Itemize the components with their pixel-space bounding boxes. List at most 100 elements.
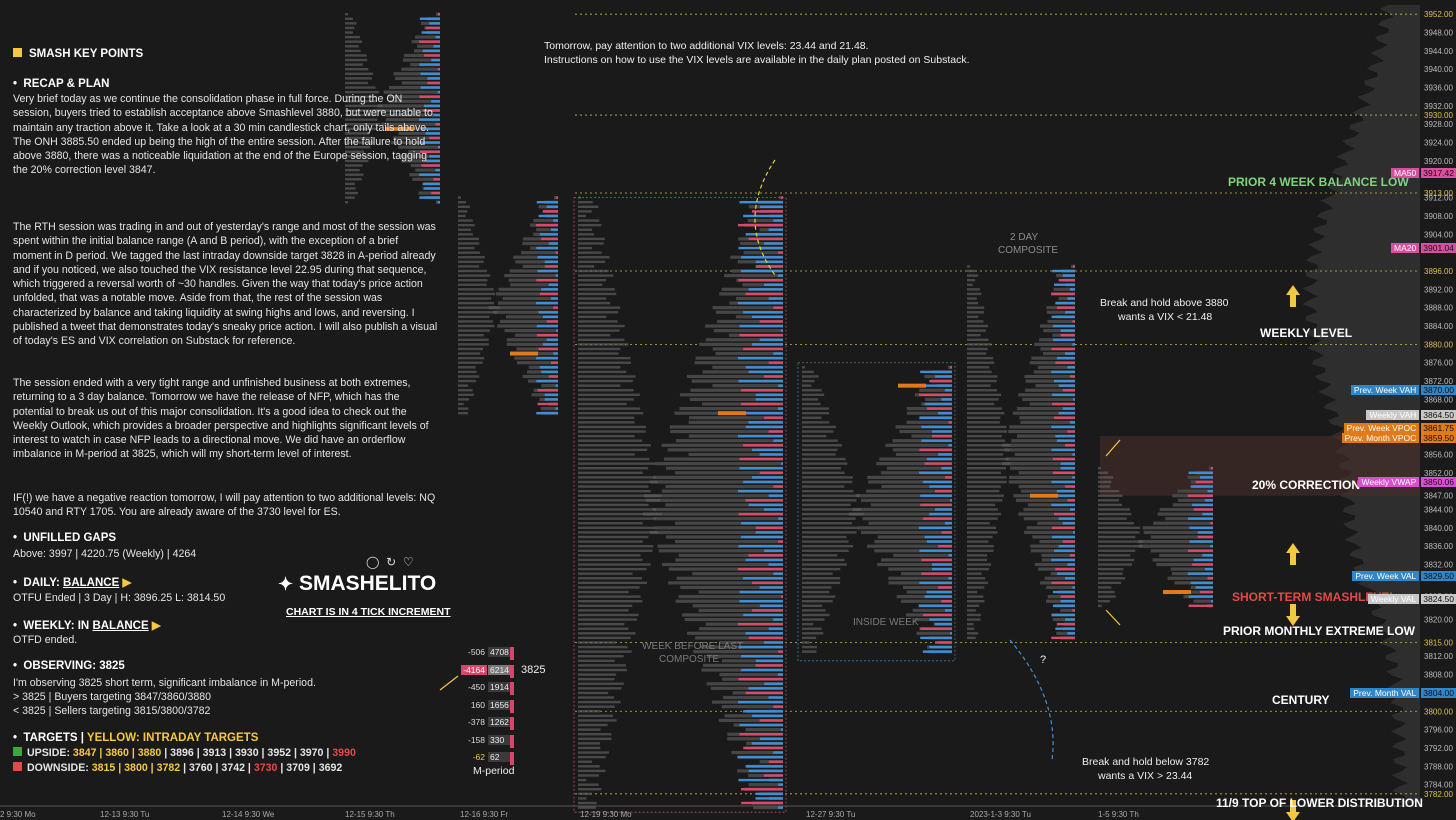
profile-two-day-tpo-row [967, 457, 1009, 461]
heart-icon[interactable]: ♡ [402, 555, 414, 569]
profile-1-5-tpo-row [1098, 595, 1116, 598]
profile-12-15-delta-bar [433, 45, 440, 48]
profile-composite-week-before-vol-bar [642, 512, 783, 516]
profile-inside-week-vol-bar [906, 420, 952, 424]
profile-two-day-vol-bar [1041, 553, 1075, 557]
profile-inside-week-tpo-row [802, 558, 845, 562]
profile-12-15-delta-bar [422, 109, 440, 112]
profile-inside-week-tpo-row [802, 549, 849, 552]
profile-composite-week-before-tpo-row [578, 398, 634, 401]
profile-composite-week-before-vol-bar [679, 406, 783, 411]
profile-12-16-vol-bar [505, 315, 558, 319]
profile-two-day-delta-bar [1073, 398, 1075, 401]
imbalance-price: 3825 [521, 664, 546, 676]
profile-composite-week-before-tpo-row [578, 788, 602, 791]
profile-composite-week-before-delta-bar [745, 558, 783, 562]
profile-two-day-vol-bar [1039, 539, 1075, 544]
profile-composite-week-before-delta-bar [752, 315, 783, 319]
y-tick-label: 3896.00 [1424, 267, 1453, 276]
profile-composite-week-before-delta-bar [778, 540, 783, 543]
profile-composite-week-before-tpo-row [578, 434, 635, 438]
profile-inside-week-delta-bar [920, 494, 952, 497]
profile-composite-week-before-delta-bar [773, 485, 783, 488]
profile-12-16-tpo-row [458, 269, 488, 273]
price-tag-value: 3804.00 [1421, 687, 1456, 698]
profile-inside-week-tpo-row [802, 595, 836, 598]
profile-12-15-delta-bar [421, 31, 440, 34]
profile-12-15-delta-bar [427, 81, 440, 85]
profile-two-day-tpo-row [967, 558, 987, 562]
profile-composite-week-before-delta-bar [738, 677, 783, 681]
level-label: 11/9 TOP OF LOWER DISTRIBUTION [1216, 795, 1423, 810]
profile-two-day-delta-bar [1051, 480, 1075, 484]
week-before-frame [573, 197, 787, 813]
profile-12-16-tpo-row [458, 315, 490, 319]
profile-two-day-tpo-row [967, 448, 1010, 452]
profile-composite-week-before-tpo-row [578, 641, 617, 644]
profile-composite-week-before-tpo-row [578, 494, 662, 497]
profile-inside-week-delta-bar [924, 535, 952, 539]
profile-composite-week-before-vol-bar [658, 549, 783, 553]
profile-12-16-vol-bar [498, 301, 558, 305]
profile-inside-week-tpo-row [802, 508, 862, 511]
profile-composite-week-before-tpo-row [578, 609, 629, 612]
price-tag-value: 3901.04 [1421, 242, 1456, 253]
profile-two-day-vol-bar [1046, 599, 1075, 603]
week-before-label-2: COMPOSITE [659, 654, 720, 665]
profile-12-16-tpo-row [458, 260, 484, 264]
profile-composite-week-before-vol-bar [657, 544, 783, 548]
level-label: PRIOR 4 WEEK BALANCE LOW [1228, 175, 1409, 190]
profile-composite-week-before-vol-bar [654, 462, 783, 466]
profile-composite-week-before-delta-bar [739, 324, 783, 328]
profile-two-day-tpo-row [967, 508, 998, 511]
profile-12-15-delta-bar [431, 191, 440, 195]
comment-icon[interactable]: ◯ [366, 555, 380, 569]
profile-composite-week-before-delta-bar [778, 517, 783, 520]
profile-12-16-tpo-row [458, 292, 496, 296]
profile-composite-week-before-tpo-row [578, 228, 593, 231]
profile-composite-week-before-delta-bar [764, 682, 783, 685]
profile-12-15-tpo-row [345, 49, 361, 53]
profile-12-15-vol-bar [401, 67, 440, 71]
profile-composite-week-before-delta-bar [738, 411, 783, 415]
profile-composite-week-before-delta-bar [768, 760, 783, 763]
profile-composite-week-before-delta-bar [773, 219, 783, 222]
profile-composite-week-before-vol-bar [666, 466, 783, 470]
profile-composite-week-before-delta-bar [764, 242, 783, 245]
profile-inside-week-delta-bar [922, 650, 952, 653]
profile-12-15-vol-bar [387, 95, 440, 99]
recap-paragraph-1: Very brief today as we continue the cons… [13, 93, 433, 177]
profile-two-day-delta-bar [1072, 586, 1075, 589]
profile-two-day-delta-bar [1051, 425, 1075, 429]
profile-composite-week-before-tpo-row [578, 384, 621, 387]
y-tick-label: 3847.00 [1424, 492, 1453, 501]
profile-inside-week-vol-bar [877, 562, 952, 567]
profile-composite-week-before-delta-bar [737, 755, 783, 759]
profile-12-16-tpo-row [458, 219, 473, 222]
weekly-text: OTFD ended. [13, 634, 78, 646]
profile-inside-week-delta-bar [920, 370, 952, 374]
profile-inside-week-tpo-row [802, 453, 836, 456]
profile-composite-week-before-tpo-row [578, 677, 615, 681]
profile-two-day-vol-bar [1043, 329, 1075, 333]
profile-inside-week-tpo-row [802, 522, 853, 525]
profile-composite-week-before-tpo-row [578, 356, 631, 360]
profile-composite-week-before-tpo-row [578, 439, 643, 442]
profile-12-15-delta-bar [437, 68, 440, 71]
profile-12-16-delta-bar [538, 214, 558, 218]
profile-composite-week-before-tpo-row [578, 577, 642, 580]
profile-two-day-vol-bar [1034, 342, 1075, 346]
profile-12-16-delta-bar [550, 361, 558, 364]
profile-two-day-vol-bar [1026, 526, 1075, 530]
profile-1-5-delta-bar [1195, 586, 1213, 589]
profile-1-5-vol-bar [1185, 590, 1213, 594]
profile-inside-week-delta-bar [921, 572, 952, 575]
profile-two-day-vol-bar [1037, 521, 1075, 525]
week-before-label-1: WEEK BEFORE LAST [642, 641, 744, 652]
profile-composite-week-before-vol-bar [692, 572, 783, 576]
profile-two-day-tpo-row [967, 476, 1007, 479]
profile-inside-week-tpo-row [802, 499, 857, 502]
profile-inside-week-tpo-row [802, 563, 847, 566]
profile-12-16-tpo-row [458, 361, 483, 364]
retweet-icon[interactable]: ↻ [386, 555, 397, 569]
